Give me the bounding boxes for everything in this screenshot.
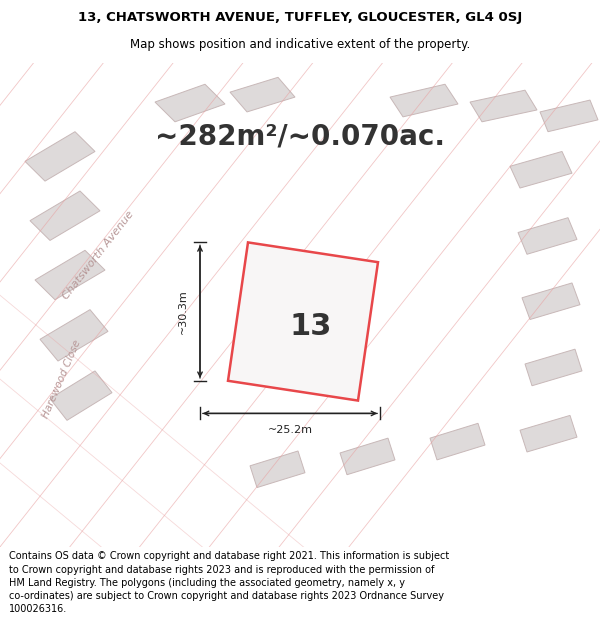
Polygon shape — [155, 84, 225, 122]
Polygon shape — [510, 151, 572, 188]
Polygon shape — [520, 416, 577, 452]
Polygon shape — [35, 251, 105, 300]
Polygon shape — [522, 283, 580, 319]
Polygon shape — [470, 90, 537, 122]
Polygon shape — [230, 78, 295, 112]
Polygon shape — [25, 132, 95, 181]
Text: 13: 13 — [290, 312, 332, 341]
Polygon shape — [228, 242, 378, 401]
Text: Map shows position and indicative extent of the property.: Map shows position and indicative extent… — [130, 38, 470, 51]
Polygon shape — [518, 217, 577, 254]
Text: Contains OS data © Crown copyright and database right 2021. This information is : Contains OS data © Crown copyright and d… — [9, 551, 449, 614]
Text: ~282m²/~0.070ac.: ~282m²/~0.070ac. — [155, 122, 445, 151]
Polygon shape — [540, 100, 598, 132]
Text: Chatsworth Avenue: Chatsworth Avenue — [61, 209, 136, 301]
Text: 13, CHATSWORTH AVENUE, TUFFLEY, GLOUCESTER, GL4 0SJ: 13, CHATSWORTH AVENUE, TUFFLEY, GLOUCEST… — [78, 11, 522, 24]
Text: Harewood Close: Harewood Close — [41, 338, 83, 419]
Polygon shape — [50, 371, 112, 421]
Text: ~30.3m: ~30.3m — [178, 289, 188, 334]
Polygon shape — [250, 451, 305, 488]
Polygon shape — [40, 309, 108, 361]
Polygon shape — [430, 423, 485, 460]
Polygon shape — [525, 349, 582, 386]
Text: ~25.2m: ~25.2m — [268, 425, 313, 435]
Polygon shape — [30, 191, 100, 241]
Polygon shape — [340, 438, 395, 475]
Polygon shape — [390, 84, 458, 117]
